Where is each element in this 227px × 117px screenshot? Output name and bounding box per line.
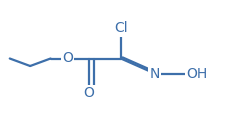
Text: O: O	[62, 51, 73, 66]
Text: OH: OH	[186, 67, 207, 80]
Text: N: N	[149, 67, 159, 80]
Text: O: O	[83, 86, 94, 100]
Text: Cl: Cl	[114, 21, 127, 35]
